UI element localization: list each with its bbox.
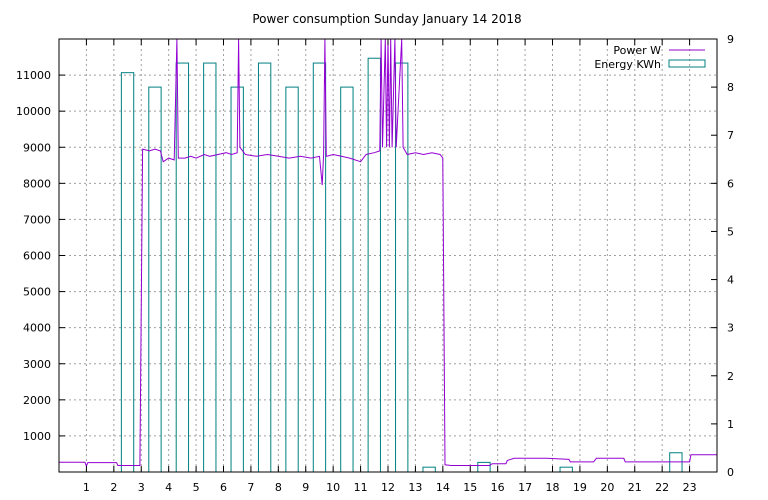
- x-tick-label: 2: [110, 481, 117, 494]
- energy-bars: [120, 57, 683, 473]
- legend-energy-swatch: [668, 59, 706, 68]
- y-left-tick-label: 6000: [23, 250, 51, 263]
- legend-energy-label: Energy KWh: [594, 58, 661, 71]
- x-tick-label: 15: [463, 481, 477, 494]
- y-left-tick-label: 1000: [23, 430, 51, 443]
- energy-bar: [148, 86, 162, 473]
- x-tick-label: 18: [546, 481, 560, 494]
- y-left-tick-label: 7000: [23, 213, 51, 226]
- axes: 1 2 3 4 5 6 7 8 9 10 11 12 13 14 15 16 17 18 19 20 21 22 23100…: [16, 33, 734, 494]
- x-tick-label: 16: [491, 481, 505, 494]
- x-tick-label: 10: [326, 481, 340, 494]
- y-right-tick-label: 8: [727, 81, 734, 94]
- y-left-tick-label: 9000: [23, 141, 51, 154]
- grid: [59, 39, 717, 472]
- energy-bar: [257, 62, 272, 473]
- x-tick-label: 1: [83, 481, 90, 494]
- y-left-tick-label: 11000: [16, 69, 51, 82]
- chart-title: Power consumption Sunday January 14 2018: [252, 12, 521, 26]
- energy-bar: [120, 72, 135, 473]
- x-tick-label: 14: [436, 481, 450, 494]
- y-right-tick-label: 5: [727, 225, 734, 238]
- y-right-tick-label: 4: [727, 274, 734, 287]
- energy-bar: [422, 466, 436, 473]
- x-tick-label: 7: [247, 481, 254, 494]
- y-right-tick-label: 0: [727, 466, 734, 479]
- y-right-tick-label: 9: [727, 33, 734, 46]
- energy-bar: [285, 86, 299, 473]
- x-tick-label: 20: [600, 481, 614, 494]
- x-tick-label: 5: [193, 481, 200, 494]
- y-left-tick-label: 8000: [23, 177, 51, 190]
- x-tick-label: 22: [655, 481, 669, 494]
- legend: Power W Energy KWh: [594, 44, 706, 71]
- y-right-tick-label: 3: [727, 322, 734, 335]
- x-tick-label: 8: [275, 481, 282, 494]
- x-tick-label: 11: [354, 481, 368, 494]
- y-right-tick-label: 7: [727, 129, 734, 142]
- energy-bar: [203, 62, 217, 473]
- y-left-tick-label: 3000: [23, 358, 51, 371]
- y-left-tick-label: 4000: [23, 322, 51, 335]
- x-tick-label: 21: [628, 481, 642, 494]
- x-tick-label: 4: [165, 481, 172, 494]
- x-tick-label: 3: [138, 481, 145, 494]
- x-tick-label: 23: [683, 481, 697, 494]
- x-tick-label: 9: [302, 481, 309, 494]
- legend-power-label: Power W: [613, 44, 661, 57]
- x-tick-label: 17: [518, 481, 532, 494]
- y-left-tick-label: 2000: [23, 394, 51, 407]
- power-line: [59, 38, 717, 468]
- energy-bar: [340, 86, 354, 473]
- y-left-tick-label: 10000: [16, 105, 51, 118]
- y-right-tick-label: 6: [727, 177, 734, 190]
- y-left-tick-label: 5000: [23, 286, 51, 299]
- y-right-tick-label: 1: [727, 418, 734, 431]
- x-tick-label: 19: [573, 481, 587, 494]
- y-right-tick-label: 2: [727, 370, 734, 383]
- energy-bar: [559, 466, 573, 473]
- x-tick-label: 6: [220, 481, 227, 494]
- energy-bar: [477, 461, 491, 473]
- x-tick-label: 13: [408, 481, 422, 494]
- energy-bar: [367, 57, 381, 473]
- x-tick-label: 12: [381, 481, 395, 494]
